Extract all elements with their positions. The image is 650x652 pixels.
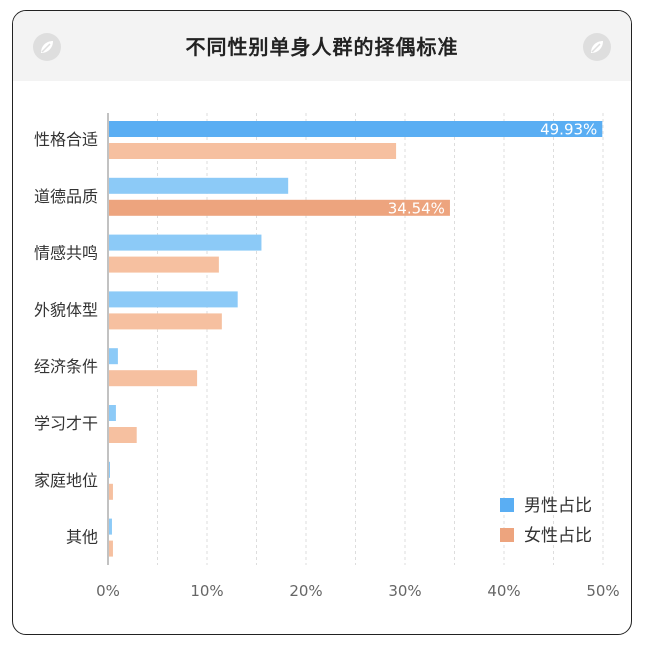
bar-male xyxy=(109,121,603,137)
bar-male xyxy=(109,405,116,421)
bar-male xyxy=(109,177,289,194)
category-label: 学习才干 xyxy=(34,414,98,433)
bar-male xyxy=(109,518,112,535)
category-label: 外貌体型 xyxy=(34,300,98,319)
leaf-icon xyxy=(33,33,61,61)
x-tick-label: 30% xyxy=(388,582,421,600)
legend-swatch xyxy=(500,528,514,542)
bar-male xyxy=(109,348,118,365)
legend-swatch xyxy=(500,498,514,512)
bar-male xyxy=(109,461,110,478)
category-label: 情感共鸣 xyxy=(34,244,98,263)
bar-female xyxy=(109,370,198,387)
bar-female xyxy=(109,483,113,500)
category-label: 家庭地位 xyxy=(34,471,98,490)
bar-female xyxy=(109,427,137,443)
data-label: 49.93% xyxy=(540,121,597,139)
chart-title: 不同性别单身人群的择偶标准 xyxy=(185,35,459,59)
bar-female xyxy=(109,199,450,216)
bar-male xyxy=(109,291,238,308)
category-label: 性格合适 xyxy=(34,130,98,149)
category-label: 经济条件 xyxy=(34,357,98,376)
leaf-icon xyxy=(583,33,611,61)
x-tick-label: 50% xyxy=(586,582,619,600)
legend-label: 女性占比 xyxy=(524,526,592,546)
bar-female xyxy=(109,256,219,273)
x-tick-label: 20% xyxy=(289,582,322,600)
data-label: 34.54% xyxy=(388,199,445,217)
category-label: 道德品质 xyxy=(34,187,98,206)
x-tick-label: 10% xyxy=(190,582,223,600)
x-tick-label: 40% xyxy=(487,582,520,600)
legend-label: 男性占比 xyxy=(524,496,592,516)
x-tick-label: 0% xyxy=(96,582,120,600)
category-label: 其他 xyxy=(66,528,98,547)
bar-female xyxy=(109,313,222,330)
chart-header: 不同性别单身人群的择偶标准 xyxy=(13,11,631,81)
bar-female xyxy=(109,540,113,557)
bar-female xyxy=(109,143,397,159)
bar-male xyxy=(109,234,262,251)
